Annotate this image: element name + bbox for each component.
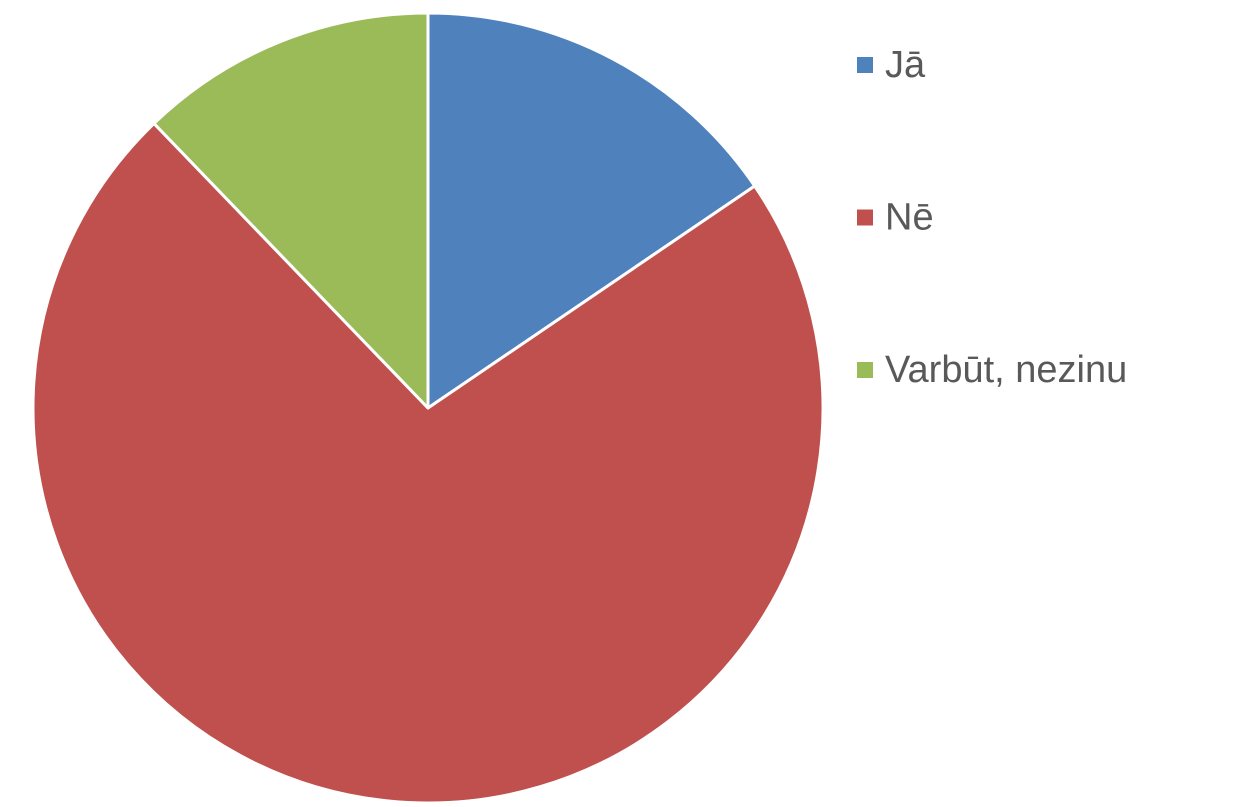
pie-slice <box>31 121 825 805</box>
pie-slice <box>426 11 757 410</box>
legend-label: Varbūt, nezinu <box>885 349 1127 391</box>
pie-slice <box>152 11 430 410</box>
legend-label: Nē <box>885 197 934 239</box>
legend-swatch <box>857 57 873 73</box>
legend: Jā Nē Varbūt, nezinu <box>857 44 1127 391</box>
legend-label: Jā <box>885 44 926 86</box>
pie <box>31 11 825 805</box>
legend-swatch <box>857 362 873 378</box>
legend-swatch <box>857 209 873 226</box>
